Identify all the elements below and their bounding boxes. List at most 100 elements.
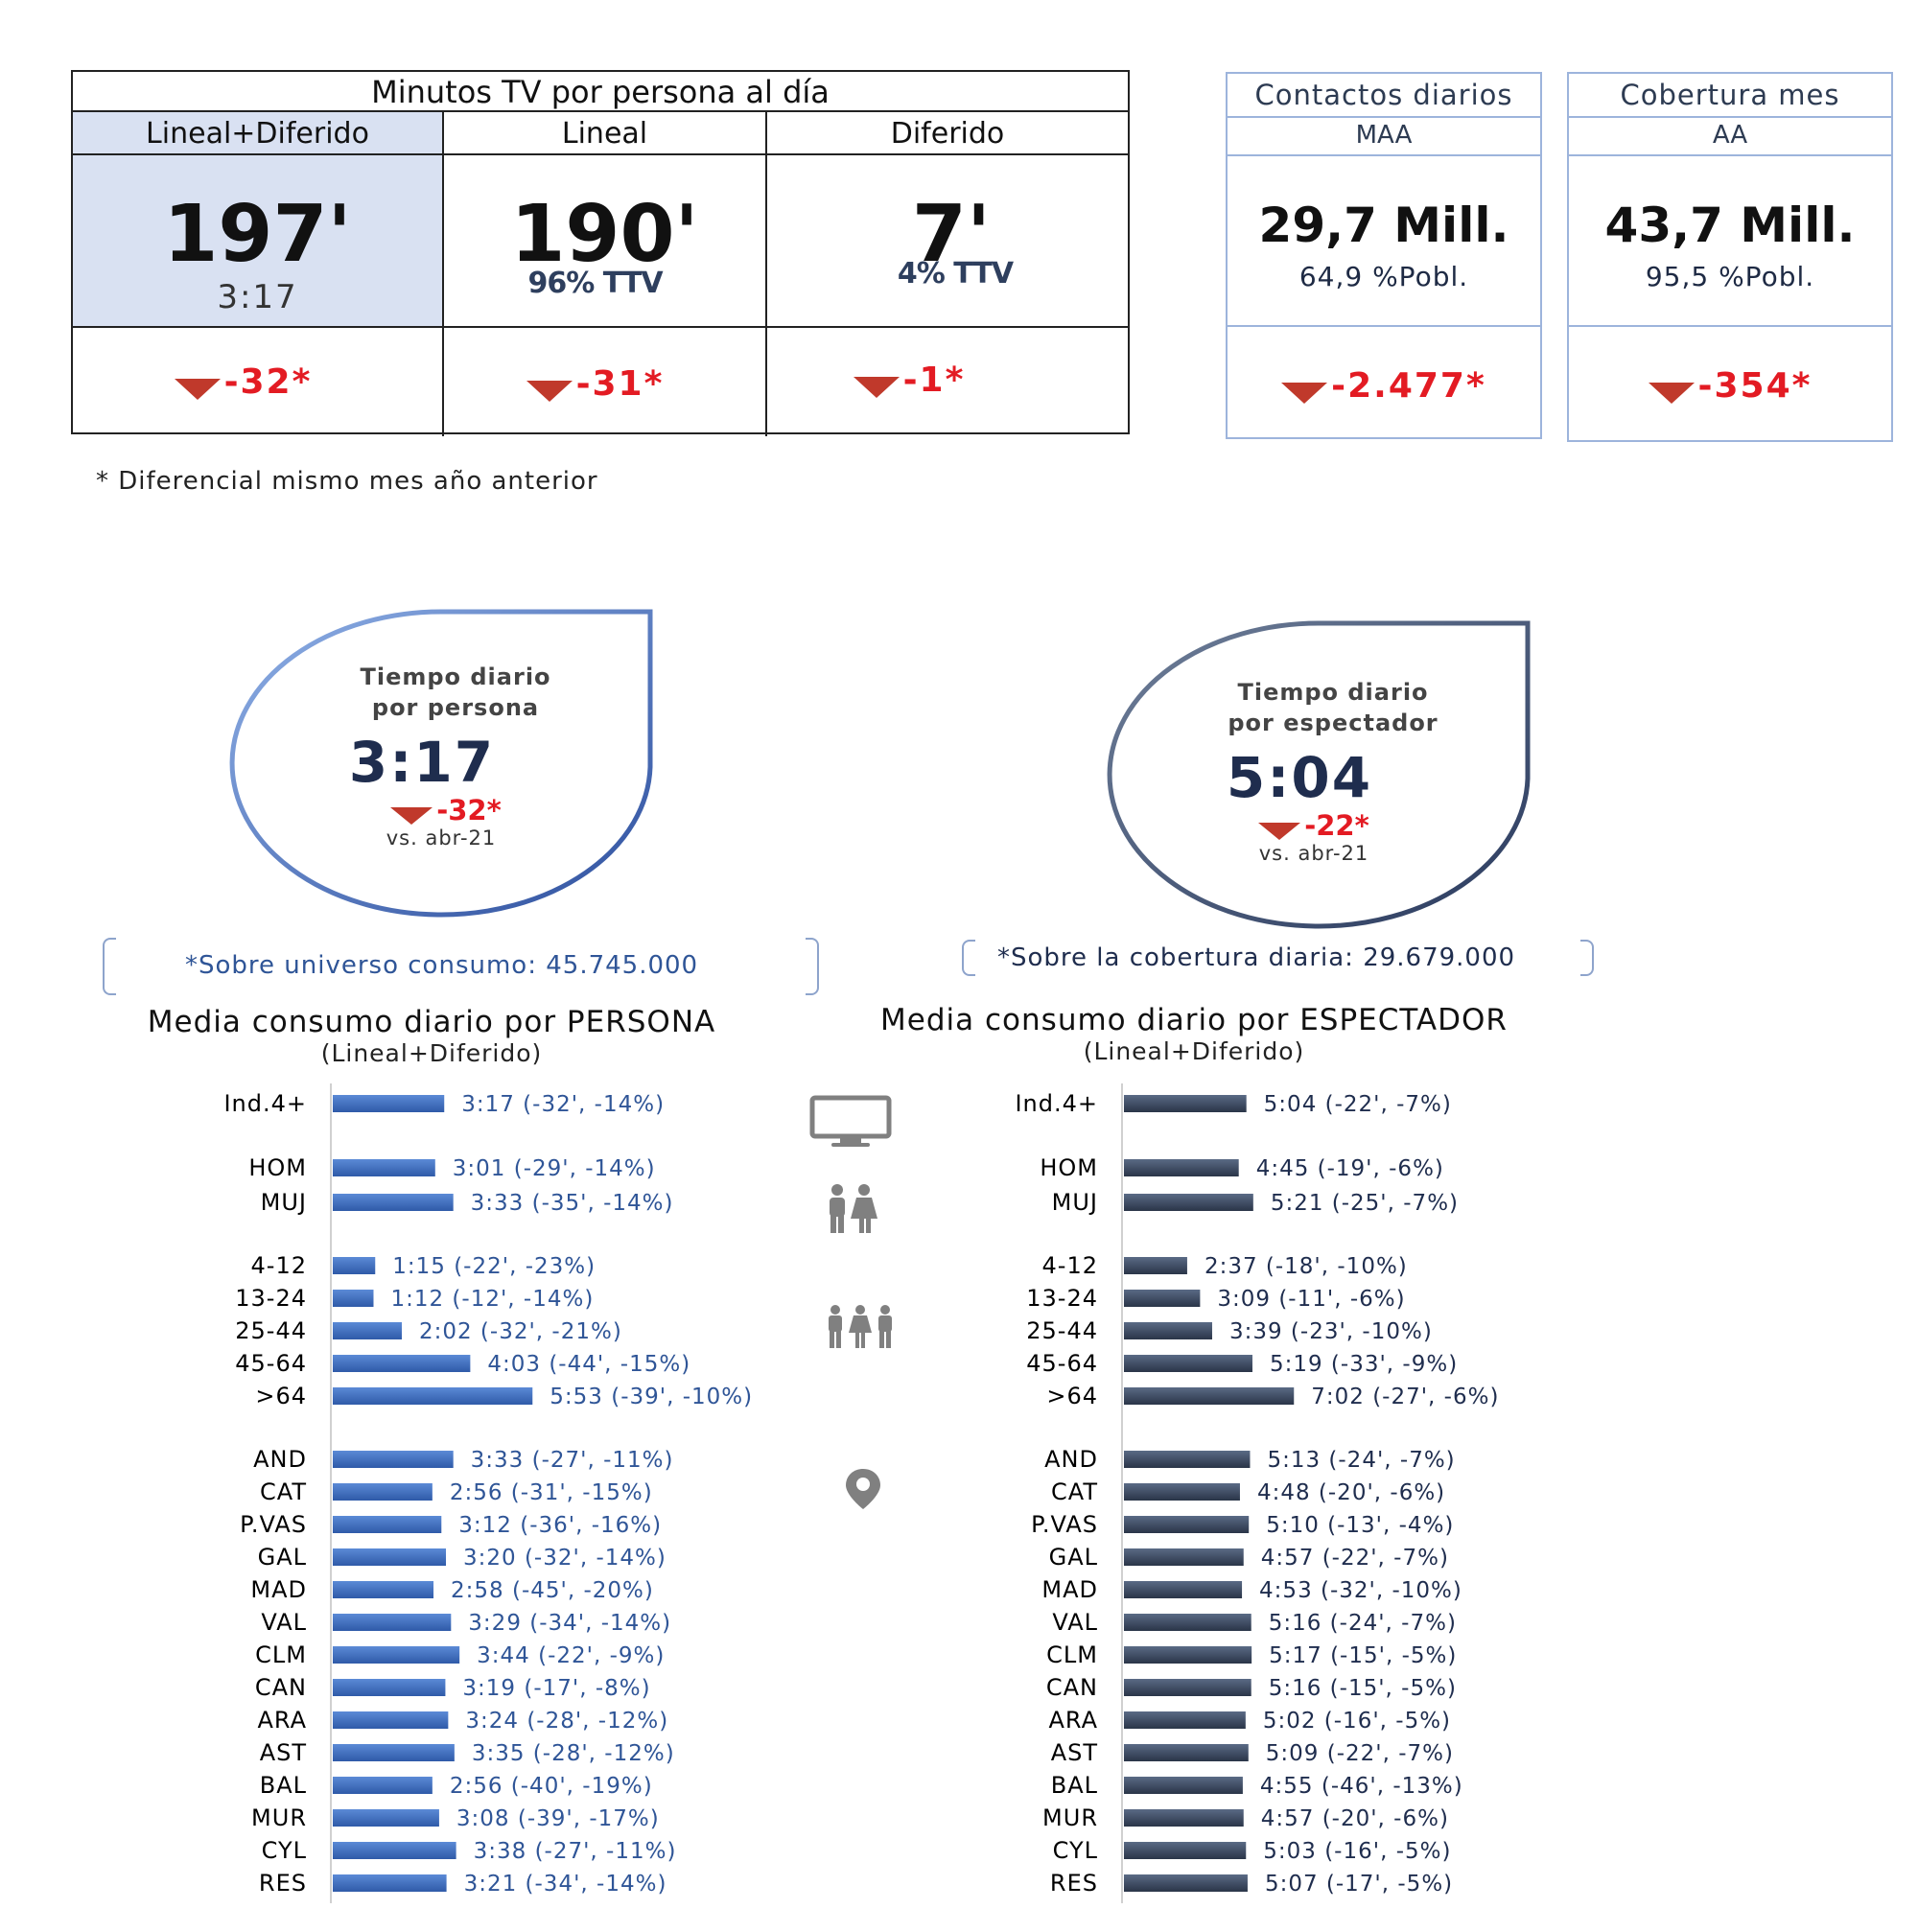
bubble-persona-line2: por persona	[371, 694, 540, 721]
bar	[333, 1679, 446, 1696]
category-label: ARA	[1048, 1707, 1098, 1734]
category-label: 25-44	[235, 1317, 307, 1344]
data-label: 3:24 (-28', -12%)	[465, 1709, 668, 1734]
data-label: 4:57 (-22', -7%)	[1261, 1546, 1449, 1571]
bar	[333, 1322, 402, 1339]
data-label: 3:01 (-29', -14%)	[453, 1156, 656, 1181]
bar	[333, 1711, 449, 1729]
category-label: CLM	[255, 1641, 307, 1668]
bubble-espectador-value: 5:04	[1226, 745, 1373, 810]
category-label: CAN	[255, 1674, 307, 1701]
down-triangle-icon	[526, 380, 573, 402]
bubble-espectador-delta: -22*	[1304, 809, 1369, 842]
category-label: ARA	[257, 1707, 307, 1734]
data-label: 3:33 (-27', -11%)	[471, 1448, 674, 1473]
delta-cell-lineal: -31*	[444, 328, 767, 436]
cobertura-value: 43,7 Mill.	[1604, 198, 1856, 253]
category-label: >64	[255, 1383, 307, 1409]
data-label: 3:39 (-23', -10%)	[1229, 1319, 1433, 1344]
category-label: 25-44	[1026, 1317, 1098, 1344]
value-lineal-diferido: 197'	[163, 189, 352, 280]
bar	[1124, 1777, 1243, 1794]
bar	[1124, 1842, 1247, 1859]
value-diferido: 7'	[911, 189, 992, 280]
bar	[333, 1874, 447, 1892]
data-label: 3:08 (-39', -17%)	[456, 1806, 660, 1831]
data-label: 2:56 (-40', -19%)	[450, 1774, 653, 1799]
data-label: 3:17 (-32', -14%)	[461, 1092, 665, 1117]
bar	[1124, 1451, 1251, 1468]
cobertura-pct: 95,5 %Pobl.	[1645, 261, 1815, 292]
data-label: 4:57 (-20', -6%)	[1261, 1806, 1449, 1831]
cobertura-delta: -354*	[1697, 366, 1813, 406]
category-label: MUJ	[261, 1189, 307, 1216]
value-cell-lineal-diferido: 197' 3:17	[73, 155, 444, 328]
category-label: CAT	[1051, 1478, 1098, 1505]
category-label: 13-24	[1026, 1285, 1098, 1312]
delta-diferido: -1*	[902, 361, 966, 400]
bar	[1124, 1581, 1243, 1598]
header-diferido: Diferido	[767, 112, 1128, 155]
category-label: MUR	[251, 1804, 307, 1831]
bubble-shapes	[229, 609, 1531, 929]
data-label: 5:07 (-17', -5%)	[1265, 1872, 1453, 1897]
bubble-espectador: Tiempo diario por espectador 5:04 -22* v…	[1189, 677, 1477, 865]
category-label: HOM	[248, 1154, 307, 1181]
bubble-persona-value: 3:17	[348, 730, 496, 795]
bar	[333, 1194, 454, 1211]
divider	[1228, 325, 1540, 327]
category-label: CYL	[1053, 1837, 1098, 1864]
delta-cell-diferido: -1*	[767, 328, 1128, 436]
bar	[333, 1809, 439, 1827]
category-label: MUJ	[1052, 1189, 1098, 1216]
data-label: 3:09 (-11', -6%)	[1217, 1287, 1405, 1312]
data-label: 3:12 (-36', -16%)	[458, 1513, 662, 1538]
contactos-title: Contactos diarios	[1228, 74, 1540, 118]
header-lineal-diferido: Lineal+Diferido	[73, 112, 444, 155]
data-label: 3:19 (-17', -8%)	[462, 1676, 650, 1701]
chart-espectador-title-block: Media consumo diario por ESPECTADOR (Lin…	[844, 1003, 1544, 1065]
bubble-persona-vs: vs. abr-21	[386, 826, 497, 850]
bar	[1124, 1322, 1212, 1339]
down-triangle-icon	[853, 376, 900, 398]
data-label: 2:37 (-18', -10%)	[1205, 1254, 1408, 1279]
category-label: 13-24	[235, 1285, 307, 1312]
category-label: RES	[1050, 1870, 1098, 1897]
down-triangle-icon	[390, 806, 433, 825]
data-label: 5:09 (-22', -7%)	[1266, 1741, 1454, 1766]
category-label: Ind.4+	[223, 1090, 307, 1117]
category-label: P.VAS	[240, 1511, 307, 1538]
location-pin-icon	[846, 1469, 880, 1509]
category-label: 4-12	[1042, 1252, 1098, 1279]
category-label: AST	[260, 1739, 307, 1766]
bubble-espectador-vs: vs. abr-21	[1258, 842, 1369, 865]
bar	[1124, 1679, 1251, 1696]
bubble-persona-line1: Tiempo diario	[360, 663, 551, 690]
category-label: BAL	[260, 1772, 307, 1799]
couple-icon	[830, 1184, 877, 1233]
bar	[1124, 1516, 1250, 1533]
data-label: 3:35 (-28', -12%)	[472, 1741, 675, 1766]
bar	[333, 1159, 435, 1176]
tv-icon	[809, 1095, 892, 1147]
delta-lineal-diferido: -32*	[223, 362, 313, 402]
bracket-left	[103, 938, 116, 995]
down-triangle-icon	[1281, 382, 1328, 404]
family-icon	[829, 1305, 892, 1348]
chart-espectador-subtitle: (Lineal+Diferido)	[1083, 1037, 1305, 1065]
category-label: RES	[259, 1870, 307, 1897]
bar	[1124, 1159, 1239, 1176]
note-espectador: *Sobre la cobertura diaria: 29.679.000	[997, 943, 1516, 972]
bar	[333, 1777, 433, 1794]
data-label: 3:33 (-35', -14%)	[471, 1191, 674, 1216]
category-label: Ind.4+	[1015, 1090, 1098, 1117]
contactos-pct: 64,9 %Pobl.	[1298, 261, 1469, 292]
category-label: AND	[1044, 1446, 1098, 1473]
down-triangle-icon	[1648, 382, 1695, 404]
contactos-value: 29,7 Mill.	[1258, 198, 1509, 253]
data-label: 5:53 (-39', -10%)	[550, 1385, 753, 1409]
bubble-persona-delta: -32*	[436, 794, 502, 826]
category-label: CYL	[262, 1837, 307, 1864]
data-label: 4:48 (-20', -6%)	[1257, 1480, 1445, 1505]
